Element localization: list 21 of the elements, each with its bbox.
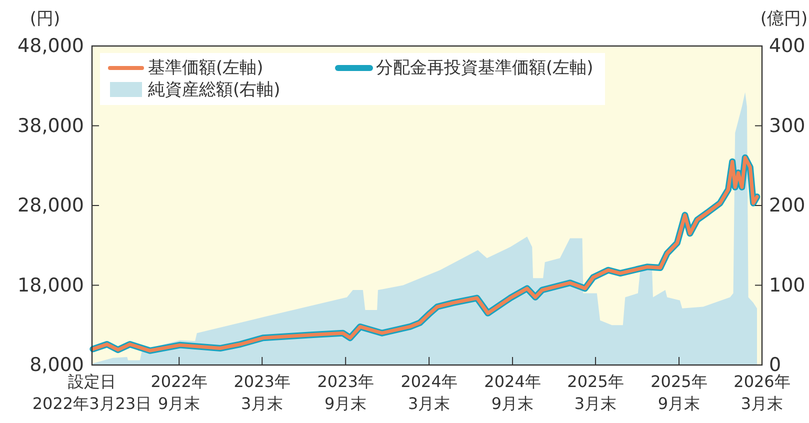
x-tick-label: 2024年 9月末	[484, 372, 541, 413]
legend-label: 分配金再投資基準価額(左軸)	[376, 58, 594, 78]
legend-label: 純資産総額(右軸)	[148, 80, 280, 100]
x-tick-label: 2022年 9月末	[150, 372, 208, 413]
y-axis-title: (円)	[30, 9, 60, 29]
x-tick-label: 2024年 3月末	[400, 372, 458, 413]
y-tick-label: 28,000	[18, 194, 84, 216]
x-tick-label: 2025年 9月末	[650, 372, 708, 413]
y-tick-label: 38,000	[18, 114, 84, 137]
y2-tick-label: 200	[769, 194, 806, 216]
x-tick-label: 設定日 2022年3月23日	[32, 372, 152, 413]
y2-tick-label: 100	[769, 274, 806, 296]
y-tick-label: 18,000	[18, 274, 84, 296]
x-tick-label: 2025年 3月末	[567, 372, 624, 413]
y-tick-label: 48,000	[18, 35, 84, 57]
x-tick-label: 2023年 9月末	[317, 372, 374, 413]
y2-tick-label: 400	[769, 35, 806, 57]
x-tick-label: 2023年 3月末	[234, 372, 290, 413]
y2-axis-title: (億円)	[760, 9, 808, 29]
legend-label: 基準価額(左軸)	[148, 58, 264, 78]
y2-tick-label: 300	[769, 114, 806, 137]
